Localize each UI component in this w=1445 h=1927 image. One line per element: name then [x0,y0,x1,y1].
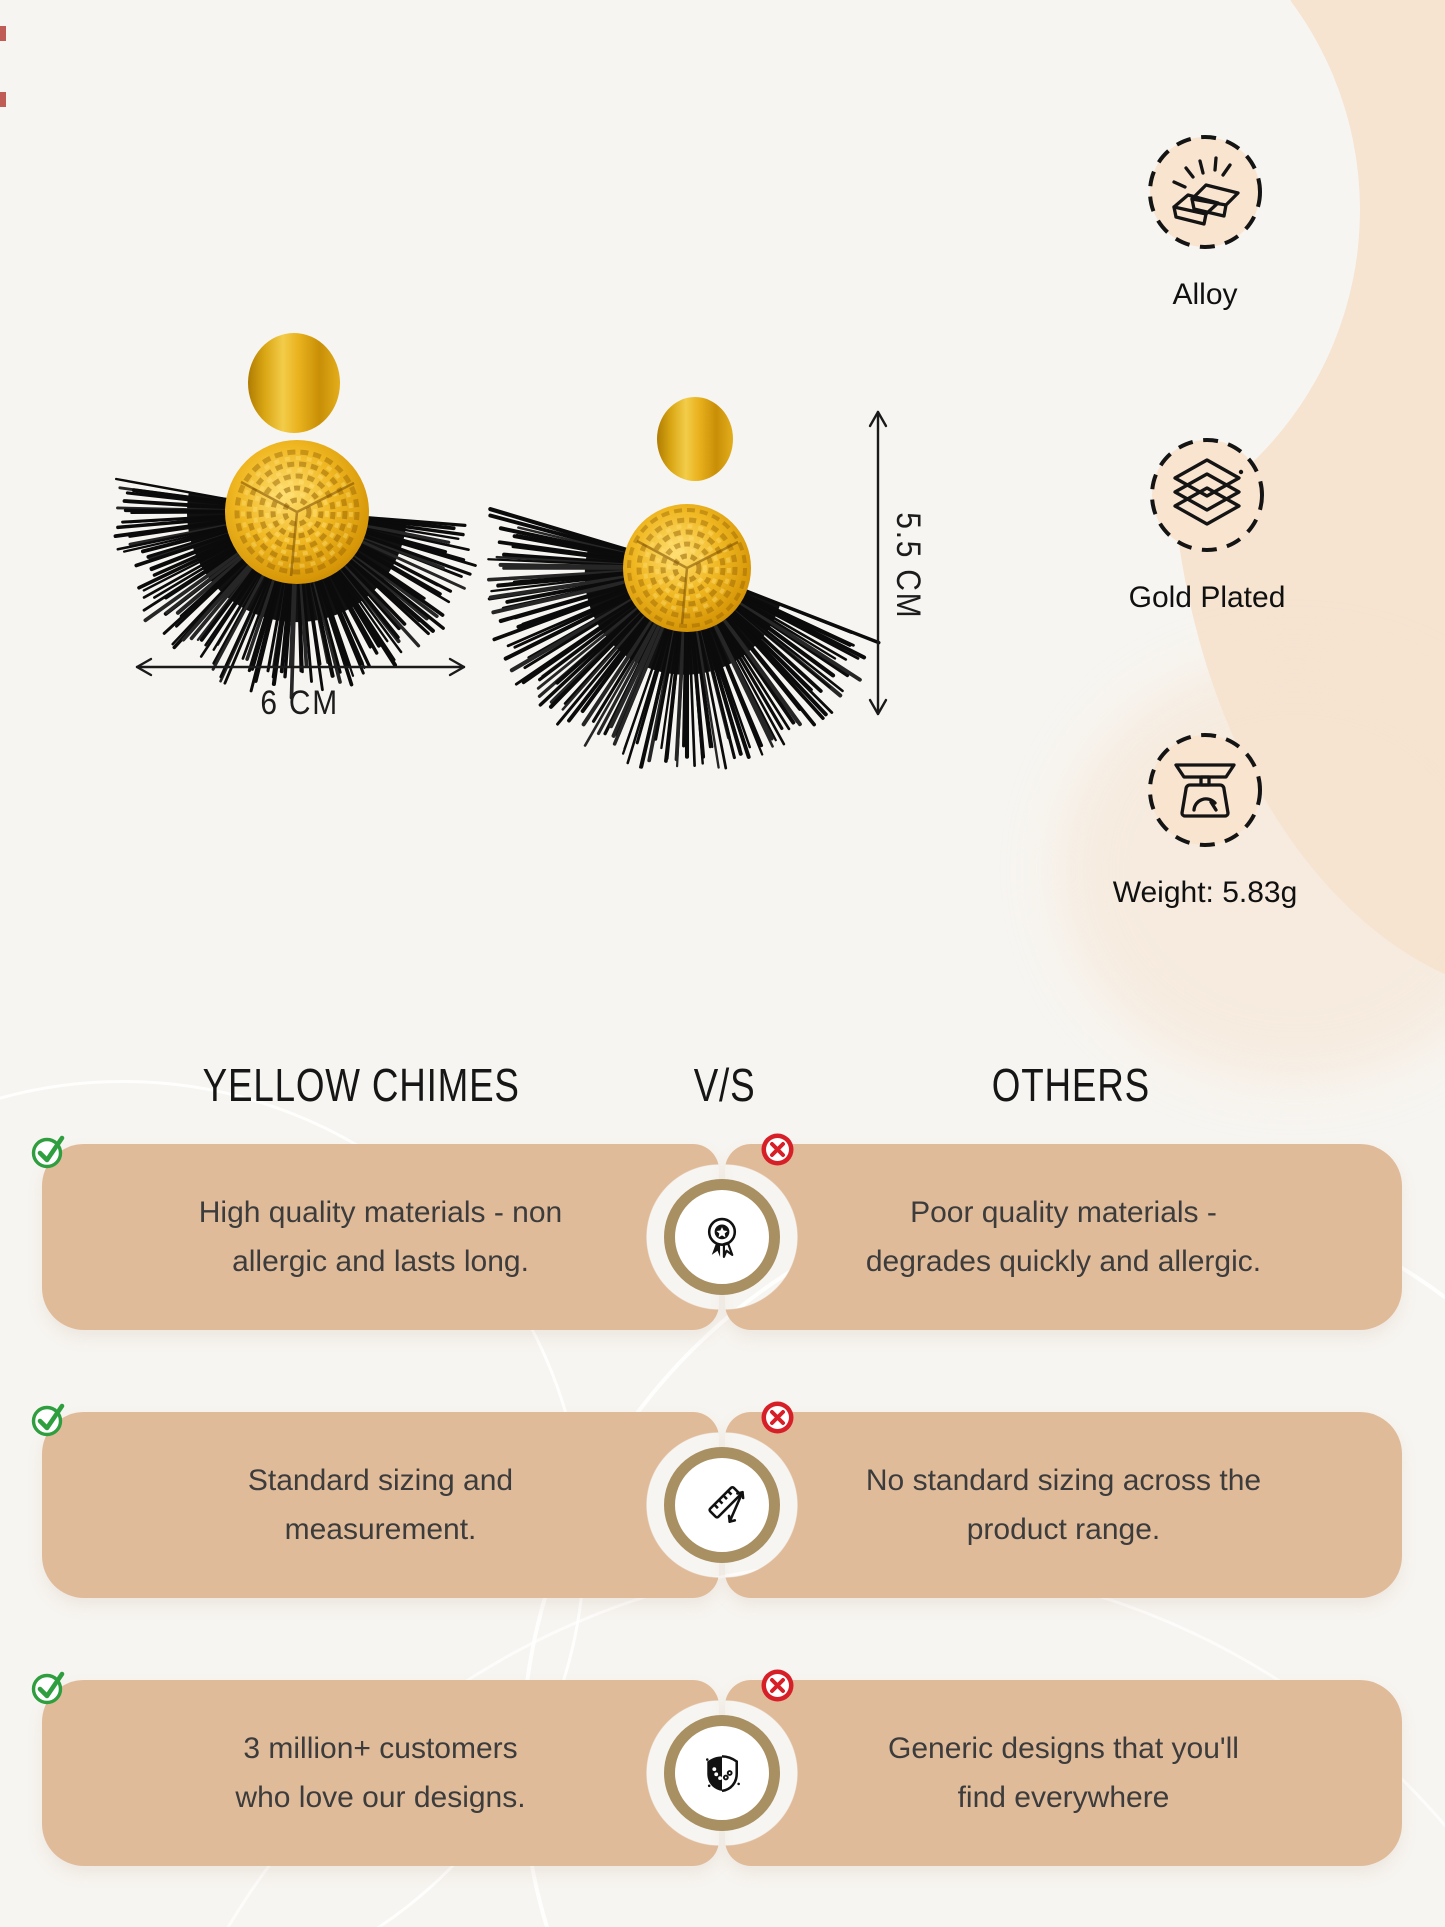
gold-layers-icon [1150,438,1264,552]
con-box: Poor quality materials - degrades quickl… [725,1144,1402,1330]
cross-badge [759,1399,796,1441]
edge-artifact-mark [0,92,6,107]
jewelry-design-icon [706,1755,740,1793]
pro-text: Standard sizing and measurement. [247,1464,514,1546]
pro-text: High quality materials - non allergic an… [198,1196,563,1278]
con-text: No standard sizing across the product ra… [865,1464,1262,1546]
check-badge [28,1666,70,1711]
green-check-icon [31,1671,65,1705]
gold-bars-icon [1148,135,1262,249]
ball-weave-texture [234,449,360,577]
edge-artifact-mark [0,26,6,41]
weighing-scale-icon [1148,733,1262,847]
earring-left [113,333,477,700]
row-medallion [664,1179,780,1295]
gold-stud-disc [657,397,733,481]
material-label: Gold Plated [1128,581,1286,614]
red-cross-icon [761,1133,794,1166]
con-text: Poor quality materials - degrades quickl… [865,1196,1262,1278]
material-label: Weight: 5.83g [1112,876,1298,909]
check-badge [28,1130,70,1175]
comparison-header-versus: V/S [694,1059,756,1111]
width-dimension-arrow [135,657,466,677]
row-medallion [664,1447,780,1563]
earring-right [487,397,881,770]
decor-peach-wash [1060,660,1445,1080]
red-cross-icon [761,1401,794,1434]
red-cross-icon [761,1669,794,1702]
pro-box: Standard sizing and measurement. [42,1412,719,1598]
row-medallion [664,1715,780,1831]
comparison-header-others: OTHERS [991,1059,1151,1111]
width-dimension-label: 6 CM [260,684,340,722]
measuring-ruler-icon [708,1485,745,1523]
cross-badge [759,1131,796,1173]
pro-box: 3 million+ customers who love our design… [42,1680,719,1866]
pro-box: High quality materials - non allergic an… [42,1144,719,1330]
award-medal-icon [707,1217,737,1258]
material-gold-plated: Gold Plated [1129,430,1285,615]
green-check-icon [31,1135,65,1169]
material-alloy: Alloy [1140,127,1270,312]
comparison-row: Standard sizing and measurement. No stan… [31,1401,1402,1598]
material-label: Alloy [1172,278,1238,311]
comparison-header-brand: YELLOW CHIMES [202,1059,520,1111]
con-text: Generic designs that you'll find everywh… [888,1732,1239,1814]
material-weight: Weight: 5.83g [1113,725,1297,910]
con-box: No standard sizing across the product ra… [725,1412,1402,1598]
pro-text: 3 million+ customers who love our design… [235,1732,526,1814]
ball-weave-texture [627,508,747,628]
green-check-icon [31,1403,65,1437]
comparison-row: 3 million+ customers who love our design… [31,1669,1402,1866]
comparison-row: High quality materials - non allergic an… [31,1133,1402,1330]
check-badge [28,1398,70,1443]
gold-stud-disc [248,333,340,433]
earrings-photo [113,333,888,770]
cross-badge [759,1667,796,1709]
height-dimension-arrow [868,410,888,716]
con-box: Generic designs that you'll find everywh… [725,1680,1402,1866]
height-dimension-label: 5.5 CM [889,512,927,620]
